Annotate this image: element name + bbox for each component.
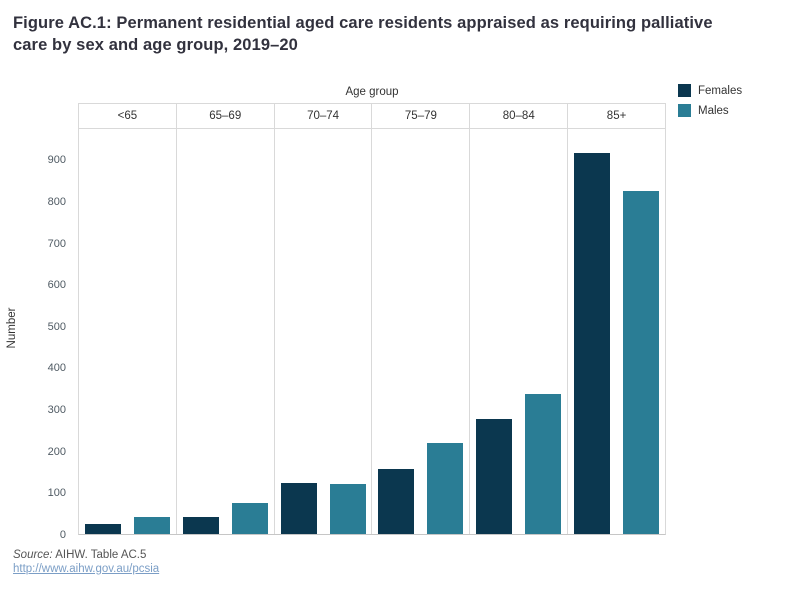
bar-males-85+[interactable] [623, 191, 660, 534]
source-link[interactable]: http://www.aihw.gov.au/pcsia [13, 563, 160, 575]
y-tick-900: 900 [47, 154, 66, 167]
y-tick-800: 800 [47, 195, 66, 208]
bar-group-65–69 [175, 129, 274, 534]
bar-group-<65 [79, 129, 176, 534]
legend-label-females: Females [698, 84, 743, 97]
age-group-label-80–84: 80–84 [469, 104, 567, 128]
legend-item-males: Males [678, 104, 742, 117]
bar-females-80–84[interactable] [476, 418, 513, 534]
legend: Females Males [678, 84, 742, 124]
age-group-label-85+: 85+ [567, 104, 665, 128]
chart-title: Figure AC.1: Permanent residential aged … [13, 14, 713, 55]
age-group-label-70–74: 70–74 [273, 104, 372, 128]
bar-group-70–74 [273, 129, 372, 534]
bar-females-65–69[interactable] [182, 517, 219, 534]
bar-males-70–74[interactable] [329, 483, 366, 534]
source-note: Source: AIHW. Table AC.5 [13, 549, 159, 561]
age-group-label-65–69: 65–69 [175, 104, 274, 128]
bar-females-75–79[interactable] [378, 469, 415, 534]
bar-males-65–69[interactable] [231, 502, 268, 534]
age-group-header-row: <65 65–69 70–74 75–79 80–84 85+ [78, 103, 666, 129]
legend-swatch-males [678, 104, 691, 117]
bar-females-<65[interactable] [84, 523, 121, 534]
bar-females-85+[interactable] [574, 152, 611, 534]
legend-swatch-females [678, 84, 691, 97]
legend-label-males: Males [698, 104, 729, 117]
y-tick-700: 700 [47, 237, 66, 250]
y-tick-0: 0 [59, 529, 66, 541]
legend-item-females: Females [678, 84, 742, 97]
age-group-label-<65: <65 [117, 110, 138, 122]
bar-males-75–79[interactable] [427, 443, 464, 534]
plot-area [78, 129, 666, 535]
bar-males-<65[interactable] [133, 517, 170, 534]
y-tick-200: 200 [47, 445, 66, 458]
age-group-label-75–79: 75–79 [371, 104, 469, 128]
source-text: AIHW. Table AC.5 [52, 549, 147, 561]
bar-females-70–74[interactable] [280, 483, 317, 534]
bar-group-85+ [567, 129, 665, 534]
footer: Source: AIHW. Table AC.5 http://www.aihw… [13, 549, 159, 575]
y-tick-100: 100 [47, 487, 66, 500]
y-tick-600: 600 [47, 279, 66, 292]
bar-males-80–84[interactable] [525, 394, 562, 534]
y-axis-tick-labels: 0 100 200 300 400 500 600 700 800 900 [0, 129, 72, 541]
y-tick-500: 500 [47, 320, 66, 333]
y-tick-300: 300 [47, 404, 66, 417]
y-tick-400: 400 [47, 362, 66, 375]
y-axis-title: Number [6, 307, 18, 349]
bar-group-75–79 [371, 129, 469, 534]
bar-group-80–84 [469, 129, 567, 534]
source-prefix: Source: [13, 549, 53, 561]
x-axis-title: Age group [345, 86, 399, 98]
